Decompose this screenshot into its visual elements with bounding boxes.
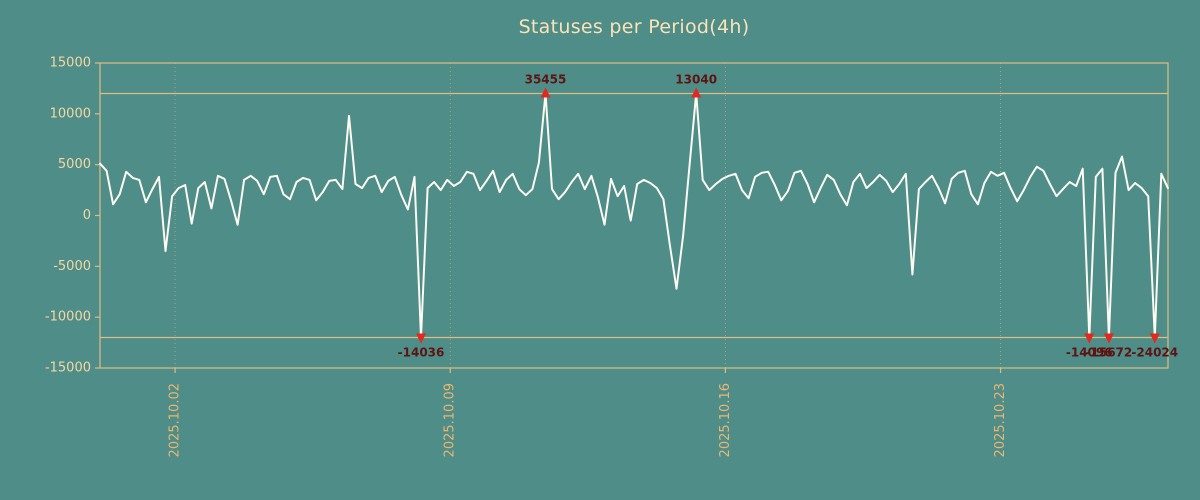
x-tick-label: 2025.10.16: [718, 383, 733, 457]
peak-value-label: 35455: [525, 73, 567, 87]
chart-title: Statuses per Period(4h): [518, 16, 750, 38]
peak-marker-icon: [540, 87, 551, 98]
x-tick-label: 2025.10.09: [443, 383, 458, 457]
y-tick-label: 10000: [50, 106, 91, 121]
peak-value-label: 13040: [675, 73, 717, 87]
y-tick-label: -10000: [45, 310, 91, 325]
y-tick-label: 0: [83, 208, 91, 223]
plot-border: [99, 62, 1169, 369]
x-tick-label: 2025.10.23: [993, 383, 1008, 457]
trough-marker-icon: [1084, 333, 1095, 344]
y-tick-label: -5000: [53, 259, 91, 274]
data-line: [99, 92, 1169, 339]
y-tick-label: 15000: [50, 56, 91, 71]
trough-value-label: -14036: [398, 346, 445, 360]
trough-value-label: -14096: [1066, 346, 1113, 360]
trough-marker-icon: [416, 333, 427, 344]
trough-value-label: -15672: [1086, 346, 1133, 360]
trough-marker-icon: [1149, 333, 1160, 344]
y-tick-label: -15000: [45, 361, 91, 376]
peak-marker-icon: [691, 87, 702, 98]
x-tick-label: 2025.10.02: [168, 383, 183, 457]
y-tick-label: 5000: [58, 157, 91, 172]
trough-marker-icon: [1103, 333, 1114, 344]
trough-value-label: -24024: [1131, 346, 1178, 360]
